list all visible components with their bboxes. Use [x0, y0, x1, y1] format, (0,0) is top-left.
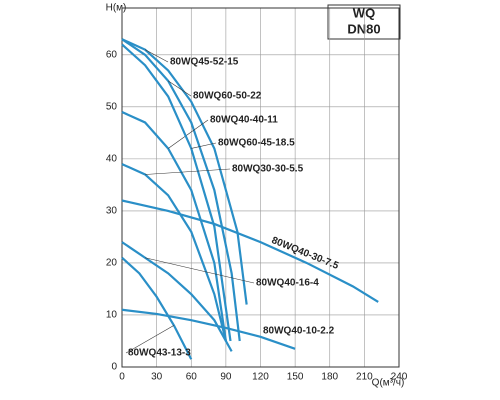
title-box: [327, 4, 401, 40]
leader-line: [167, 119, 209, 149]
x-tick-label: 90: [220, 372, 232, 383]
y-tick-label: 50: [106, 101, 118, 112]
x-axis-label: Q(м³/ч): [372, 378, 405, 389]
line: [121, 199, 379, 303]
line: [121, 256, 193, 360]
x-tick-label: 150: [287, 372, 304, 383]
y-tick-label: 10: [106, 310, 118, 321]
x-tick-label: 120: [252, 372, 269, 383]
series-label: 80WQ43-13-3: [128, 348, 191, 359]
x-tick-label: 30: [151, 372, 163, 383]
series-label: 80WQ40-40-11: [210, 115, 278, 126]
line: [121, 38, 248, 305]
leader-line: [168, 80, 192, 97]
series-label: 80WQ30-30-5.5: [232, 164, 304, 175]
x-tick-label: 240: [391, 372, 408, 383]
leader-line: [145, 257, 255, 284]
line: [121, 43, 232, 342]
leader-line: [191, 142, 217, 149]
line: [121, 38, 241, 342]
series-label: 80WQ60-45-18.5: [218, 138, 295, 149]
series-label: 80WQ45-52-15: [170, 57, 239, 68]
plot-frame: [121, 7, 400, 368]
leader-line: [125, 325, 175, 354]
y-tick-label: 0: [111, 362, 117, 373]
series-label: 80WQ60-50-22: [193, 91, 262, 102]
y-tick-label: 30: [106, 206, 118, 217]
leader-line: [145, 168, 231, 175]
y-tick-label: 60: [106, 49, 118, 60]
y-tick-label: 20: [106, 258, 118, 269]
x-tick-label: 0: [119, 372, 125, 383]
box-line: WQ: [353, 5, 375, 20]
line: [121, 308, 296, 350]
y-tick-label: 40: [106, 154, 118, 165]
box-line: DN80: [347, 21, 380, 36]
x-tick-label: 60: [186, 372, 198, 383]
y-axis-label: H(м): [106, 3, 127, 14]
leader-line: [144, 49, 169, 63]
x-tick-label: 180: [321, 372, 338, 383]
x-tick-label: 210: [356, 372, 373, 383]
line: [121, 111, 227, 342]
series-label: 80WQ40-10-2.2: [263, 326, 335, 337]
series-label: 80WQ40-16-4: [256, 278, 319, 289]
